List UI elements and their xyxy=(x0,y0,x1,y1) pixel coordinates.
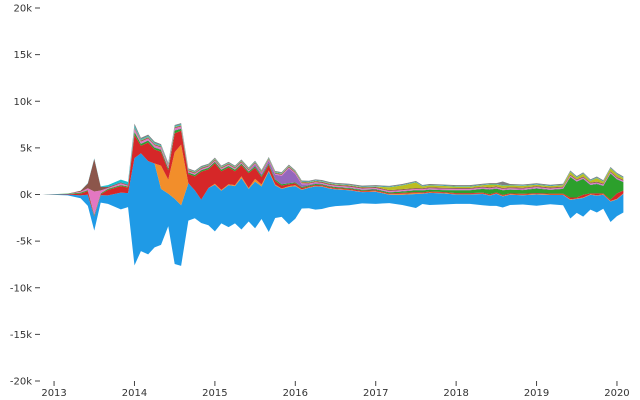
y-tick-label: -5k xyxy=(16,237,32,248)
stream-layer-7 xyxy=(42,125,624,195)
stream-layers xyxy=(42,123,624,266)
x-tick-label: 2013 xyxy=(41,388,66,399)
x-tick-label: 2015 xyxy=(202,388,227,399)
x-tick-label: 2020 xyxy=(604,388,629,399)
y-tick-label: -10k xyxy=(10,283,32,294)
y-tick-label: 5k xyxy=(20,143,32,154)
x-tick-label: 2016 xyxy=(283,388,308,399)
x-tick-label: 2019 xyxy=(524,388,549,399)
y-tick-label: 15k xyxy=(13,50,32,61)
x-tick-label: 2017 xyxy=(363,388,388,399)
y-tick-label: 10k xyxy=(13,97,32,108)
x-tick-label: 2014 xyxy=(122,388,147,399)
x-axis: 2013 2014 2015 2016 2017 2018 2019 2020 xyxy=(41,381,630,399)
stream-layer-1 xyxy=(42,153,624,266)
y-tick-label: 0k xyxy=(20,190,32,201)
y-tick-label: 20k xyxy=(13,4,32,15)
x-tick-label: 2018 xyxy=(443,388,468,399)
y-axis: 20k 15k 10k 5k 0k -5k -10k -15k -20k xyxy=(10,4,40,388)
y-tick-label: -15k xyxy=(10,330,32,341)
y-tick-label: -20k xyxy=(10,377,32,388)
